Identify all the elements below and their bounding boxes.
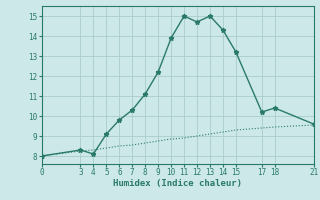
X-axis label: Humidex (Indice chaleur): Humidex (Indice chaleur): [113, 179, 242, 188]
